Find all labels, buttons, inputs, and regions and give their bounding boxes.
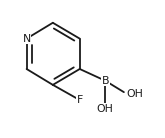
Text: N: N — [22, 34, 31, 44]
Text: B: B — [101, 76, 109, 86]
Text: F: F — [77, 95, 83, 105]
Text: OH: OH — [97, 104, 114, 114]
Text: OH: OH — [127, 89, 144, 99]
